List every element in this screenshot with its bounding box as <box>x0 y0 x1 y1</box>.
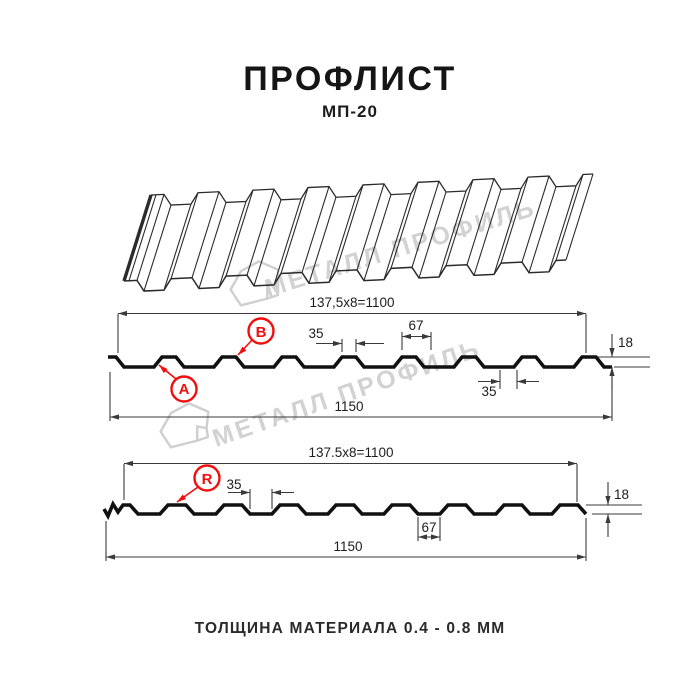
sheet-fold-line <box>328 196 357 283</box>
sheet-fold-line <box>218 201 247 288</box>
dim-overall-width: 1150 <box>334 399 363 414</box>
sheet-fold-line <box>136 194 165 281</box>
sheet-fold-line <box>555 174 584 261</box>
sheet-front-edge <box>123 259 567 292</box>
dimension-arrowhead <box>431 534 440 540</box>
dimension-arrowhead <box>491 378 500 385</box>
brand-logo-icon <box>229 260 280 307</box>
brand-watermark-bottom: МЕТАЛЛ ПРОФИЛЬ <box>159 334 485 453</box>
sheet-back-edge <box>150 173 594 206</box>
sheet-fold-line <box>500 176 529 264</box>
marker-circle <box>247 317 275 345</box>
sheet-fold-line <box>280 187 309 274</box>
dimension-arrowhead <box>241 489 250 496</box>
profile-outline <box>102 500 588 521</box>
sheet-fold-line <box>528 186 557 273</box>
marker-circle <box>170 375 198 403</box>
dimension-arrowhead <box>418 534 427 540</box>
side-b-label: B <box>256 324 267 341</box>
dimension-arrowhead <box>272 489 281 496</box>
sheet-fold-line <box>390 182 419 269</box>
profile-outline <box>108 355 612 369</box>
sheet-3d-drawing <box>122 173 594 292</box>
dimension-arrowhead <box>609 348 615 357</box>
dimension-arrowhead <box>517 378 526 385</box>
dimension-arrowhead <box>609 367 615 376</box>
dimension-arrowhead <box>333 340 342 347</box>
dimension-arrowhead <box>118 310 127 317</box>
dim-rib-top-width: 35 <box>308 326 323 341</box>
side-a-marker <box>158 364 198 403</box>
dim-rib-bottom-width: 35 <box>481 384 496 399</box>
sheet-fold-line <box>521 175 550 263</box>
dim-valley-width: 35 <box>226 477 241 492</box>
sheet-fold-line <box>548 185 577 272</box>
dimension-arrowhead <box>605 496 611 505</box>
sheet-fold-line <box>565 173 594 261</box>
dim-pitch-total: 137,5x8=1100 <box>310 295 395 310</box>
dimension-arrowhead <box>356 340 365 347</box>
sheet-fold-line <box>493 188 522 275</box>
marker-circle <box>193 464 221 492</box>
sheet-fold-line <box>253 199 282 286</box>
sheet-fold-line <box>170 192 199 279</box>
dim-pitch-total: 137.5x8=1100 <box>309 445 394 460</box>
profile-front-view-drawing <box>108 310 650 421</box>
dimension-arrowhead <box>110 414 119 420</box>
reverse-side-marker <box>176 464 221 503</box>
profile-reverse-view-drawing <box>102 460 642 561</box>
sheet-fold-line <box>356 183 385 271</box>
marker-arrowhead <box>238 346 247 355</box>
dimension-arrowhead <box>577 554 586 560</box>
side-b-marker <box>237 317 275 356</box>
brand-watermark-top: МЕТАЛЛ ПРОФИЛЬ <box>229 193 540 307</box>
sheet-fold-line <box>473 189 502 276</box>
dimension-arrowhead <box>605 514 611 523</box>
dimension-arrowhead <box>603 414 612 420</box>
marker-arrowhead <box>177 494 186 502</box>
dim-profile-height: 18 <box>614 487 629 502</box>
sheet-fold-line <box>445 179 474 266</box>
dimension-arrowhead <box>568 460 577 467</box>
model-subtitle: МП-20 <box>322 102 378 121</box>
sheet-fold-line <box>363 194 392 281</box>
material-thickness-note: ТОЛЩИНА МАТЕРИАЛА 0.4 - 0.8 ММ <box>195 620 506 637</box>
side-a-label: A <box>179 381 190 398</box>
sheet-fold-line <box>143 204 172 292</box>
sheet-fold-line <box>383 193 412 280</box>
watermark-text: МЕТАЛЛ ПРОФИЛЬ <box>262 193 540 302</box>
dim-valley-width: 67 <box>408 318 423 333</box>
dimension-arrowhead <box>422 333 431 340</box>
sheet-fold-line <box>301 186 330 273</box>
reverse-side-label: R <box>202 471 213 488</box>
dim-profile-height: 18 <box>618 335 633 350</box>
dimension-arrowhead <box>402 333 411 340</box>
sheet-fold-line <box>198 202 227 289</box>
sheet-fold-line <box>411 181 440 268</box>
sheet-fold-line <box>273 198 302 286</box>
sheet-fold-line <box>308 197 337 284</box>
sheet-fold-line <box>466 178 495 265</box>
page-title: ПРОФЛИСТ <box>243 60 457 98</box>
sheet-left-cut-edge <box>122 194 153 282</box>
sheet-fold-line <box>418 191 447 279</box>
sheet-fold-line <box>335 184 364 272</box>
sheet-fold-line <box>225 189 254 277</box>
sheet-fold-line <box>191 191 220 278</box>
dimension-arrowhead <box>106 554 115 560</box>
dim-rib-width: 67 <box>421 520 436 535</box>
sheet-fold-line <box>246 188 275 276</box>
sheet-fold-line <box>163 203 192 291</box>
dim-overall-width: 1150 <box>333 539 362 554</box>
sheet-fold-line <box>438 190 467 278</box>
dimension-arrowhead <box>577 310 586 317</box>
brand-logo-icon <box>159 402 210 449</box>
watermark-text: МЕТАЛЛ ПРОФИЛЬ <box>209 334 485 452</box>
sheet-left-cut-edge <box>128 194 157 281</box>
dimension-arrowhead <box>124 460 133 467</box>
marker-arrowhead <box>159 365 168 374</box>
